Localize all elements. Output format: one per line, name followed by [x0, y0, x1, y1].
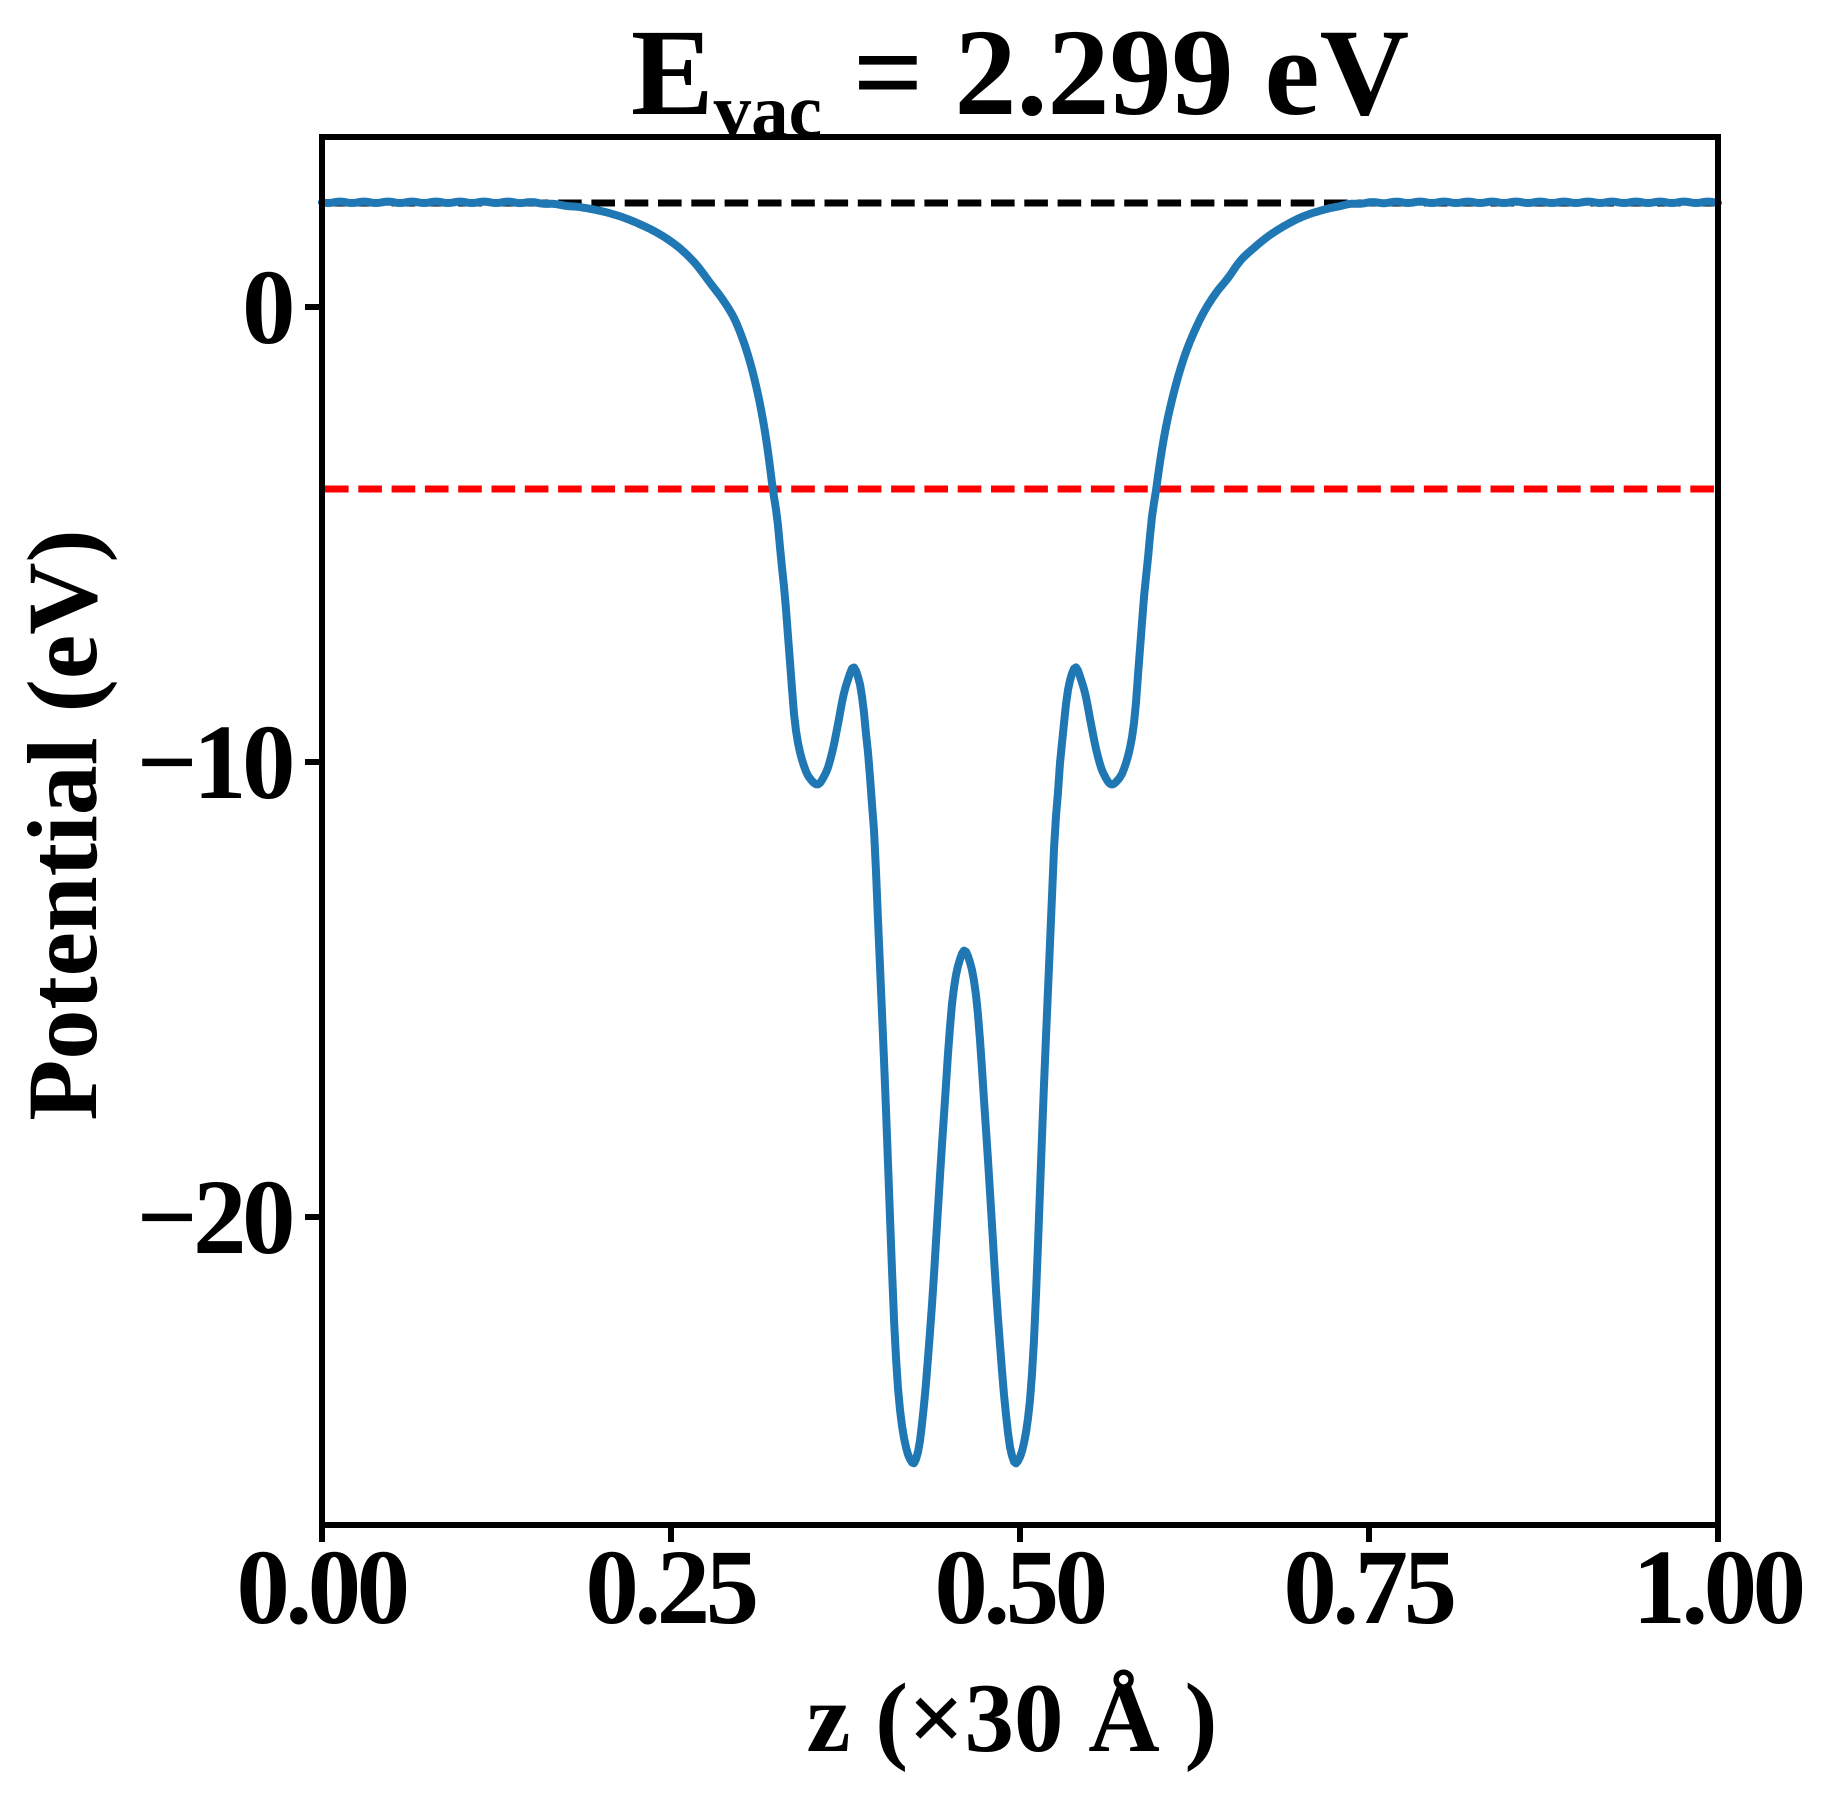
svg-text:0.75: 0.75 [1283, 1529, 1453, 1647]
svg-text:0.00: 0.00 [236, 1529, 406, 1647]
svg-text:0: 0 [242, 249, 292, 367]
svg-text:Potential (eV): Potential (eV) [7, 529, 118, 1120]
svg-text:z (×30 Å ): z (×30 Å ) [806, 1664, 1217, 1773]
svg-text:−20: −20 [137, 1159, 292, 1277]
svg-text:0.25: 0.25 [585, 1529, 755, 1647]
svg-text:0.50: 0.50 [934, 1529, 1104, 1647]
svg-text:−10: −10 [137, 704, 292, 822]
svg-text:1.00: 1.00 [1632, 1529, 1802, 1647]
